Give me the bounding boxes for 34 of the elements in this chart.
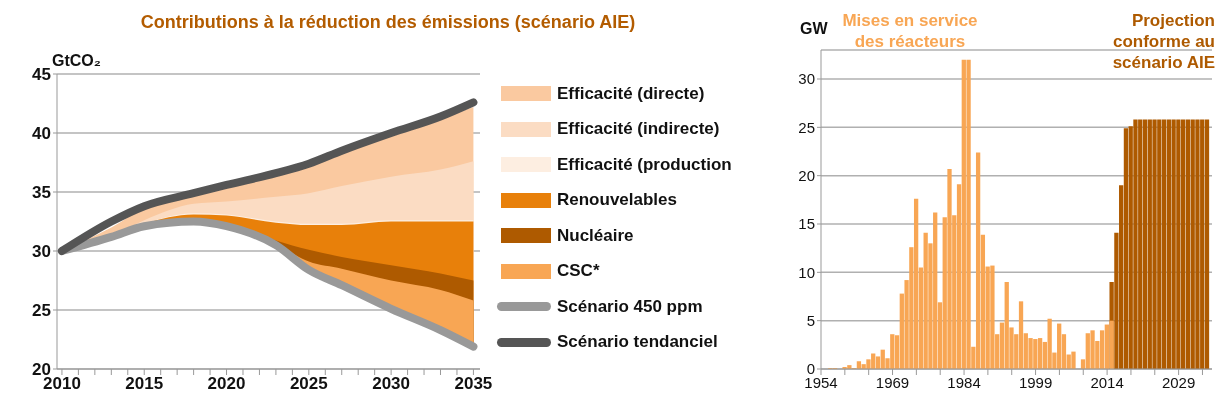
x-tick-label: 2025 xyxy=(289,374,328,394)
y-tick-label: 40 xyxy=(32,124,51,144)
chart-title: Contributions à la réduction des émissions (scénario AIE) xyxy=(139,12,637,33)
y-tick-label: 25 xyxy=(32,301,51,321)
legend-label: Nucléaire xyxy=(557,225,634,246)
legend-label: CSC* xyxy=(557,261,600,282)
legend-label: Scénario tendanciel xyxy=(557,332,718,353)
x-tick-label: 1969 xyxy=(875,373,910,391)
x-tick-label: 2020 xyxy=(207,374,246,394)
y-axis-title: GtCO₂ xyxy=(52,52,101,70)
x-tick-label: 2014 xyxy=(1090,373,1124,391)
x-tick-label: 1984 xyxy=(947,373,981,391)
x-tick-label: 2029 xyxy=(1161,373,1196,391)
series-label: Mises en service des réacteurs xyxy=(841,10,979,52)
legend-label: Efficacité (directe) xyxy=(557,83,705,104)
y-tick-label: 10 xyxy=(798,263,815,281)
y-tick-label: 20 xyxy=(798,166,815,184)
y-tick-label: 30 xyxy=(32,242,51,262)
y-tick-label: 5 xyxy=(806,311,815,329)
legend-label: Scénario 450 ppm xyxy=(557,296,703,317)
legend-label: Renouvelables xyxy=(557,190,677,211)
y-tick-label: 25 xyxy=(798,118,815,136)
x-tick-label: 1999 xyxy=(1018,373,1053,391)
x-tick-label: 2035 xyxy=(454,374,493,394)
legend-label: Efficacité (production xyxy=(557,154,732,175)
legend-label: Efficacité (indirecte) xyxy=(557,119,720,140)
y-tick-label: 45 xyxy=(32,65,51,85)
x-tick-label: 2015 xyxy=(125,374,164,394)
y-tick-label: 30 xyxy=(798,70,815,88)
x-tick-label: 2030 xyxy=(372,374,411,394)
text: Projection conforme au scénario AIE xyxy=(1111,10,1215,73)
y-tick-label: 35 xyxy=(32,183,51,203)
y-tick-label: 15 xyxy=(798,215,815,233)
y-axis-title: GW xyxy=(800,20,828,38)
